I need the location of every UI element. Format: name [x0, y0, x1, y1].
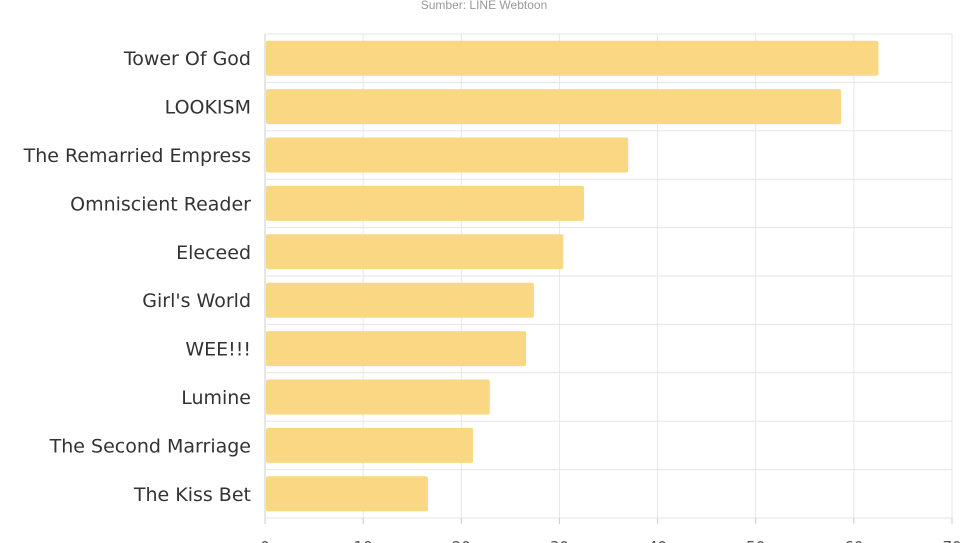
- bar[interactable]: [266, 282, 534, 318]
- bar[interactable]: [266, 40, 879, 76]
- bar[interactable]: [266, 331, 527, 367]
- x-tick-label: 10: [354, 538, 373, 543]
- x-tick-label: 20: [452, 538, 471, 543]
- x-tick-label: 70: [942, 538, 961, 543]
- bar[interactable]: [266, 185, 584, 221]
- category-label: Omniscient Reader: [70, 193, 251, 215]
- bars: [266, 40, 879, 512]
- category-label: The Kiss Bet: [133, 484, 251, 506]
- x-tick-label: 30: [550, 538, 569, 543]
- category-label: The Remarried Empress: [23, 145, 251, 167]
- bar[interactable]: [266, 89, 842, 125]
- category-label: Tower Of God: [123, 48, 251, 70]
- bar[interactable]: [266, 234, 564, 270]
- category-label: The Second Marriage: [49, 435, 251, 457]
- category-label: Eleceed: [176, 242, 251, 264]
- category-label: LOOKISM: [165, 97, 251, 119]
- x-tick-label: 40: [648, 538, 667, 543]
- bar[interactable]: [266, 476, 428, 512]
- chart-source: Sumber: LINE Webtoon: [421, 0, 548, 12]
- category-labels: Tower Of God LOOKISM The Remarried Empress…: [23, 48, 252, 506]
- x-tick-labels: 0 10 20 30 40 50 60 70: [260, 538, 961, 543]
- category-label: Girl's World: [142, 290, 251, 312]
- x-tick-label: 50: [746, 538, 765, 543]
- bar[interactable]: [266, 427, 474, 463]
- category-label: Lumine: [181, 387, 251, 409]
- bar[interactable]: [266, 137, 629, 173]
- x-tick-label: 60: [844, 538, 863, 543]
- bar[interactable]: [266, 379, 490, 415]
- x-tick-label: 0: [260, 538, 270, 543]
- category-label: WEE!!!: [185, 339, 251, 361]
